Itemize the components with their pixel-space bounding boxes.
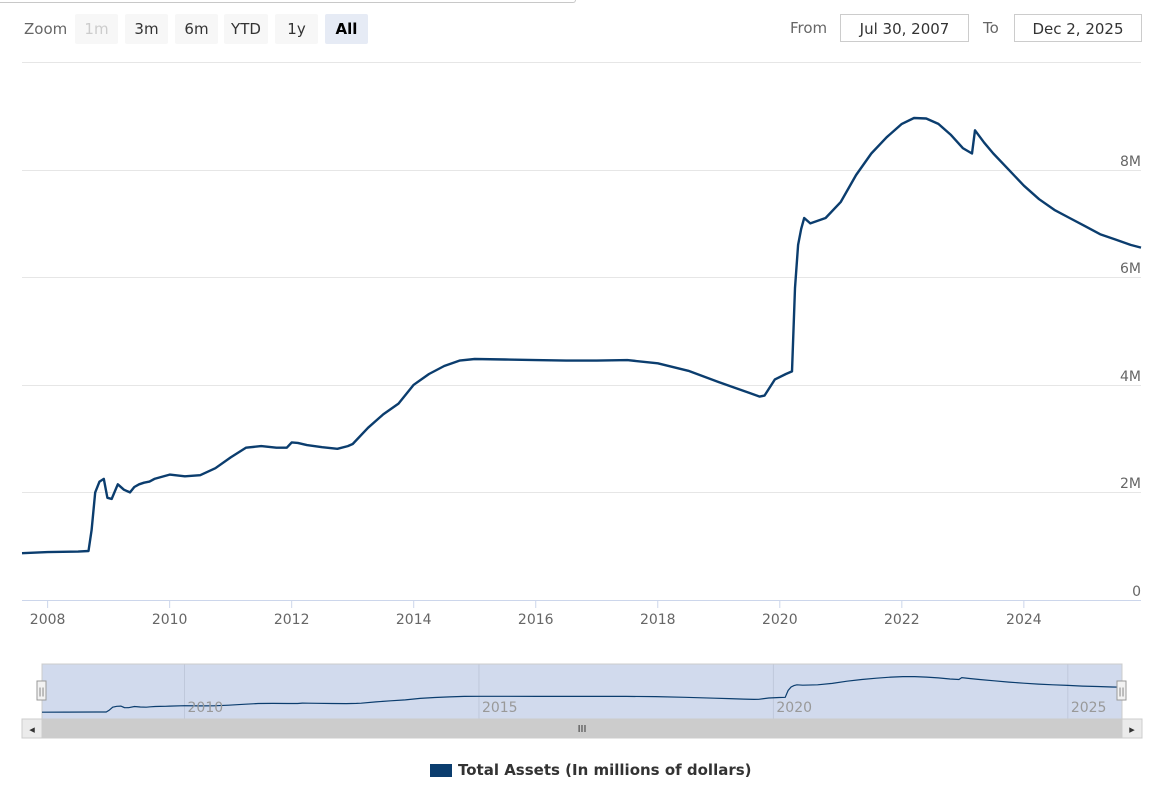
x-tick-label: 2016: [518, 612, 554, 628]
x-tick-label: 2020: [762, 612, 798, 628]
zoom-3m-button[interactable]: 3m: [125, 14, 168, 44]
x-tick-label: 2010: [152, 612, 188, 628]
navigator-grid: [184, 664, 1069, 719]
scroll-left-arrow-icon: ◂: [29, 723, 35, 736]
top-border: [0, 0, 576, 3]
from-label: From: [790, 19, 828, 37]
zoom-1y-button[interactable]: 1y: [275, 14, 318, 44]
left-handle-grip: ||: [38, 688, 44, 698]
scrollbar-right-button[interactable]: [1121, 718, 1143, 739]
y-axis-labels: 0 2M 4M 6M 8M: [1120, 154, 1141, 600]
legend-label: Total Assets (In millions of dollars): [458, 761, 752, 779]
navigator-axis-labels: 2010 2015 2020 2025: [188, 700, 1107, 716]
right-handle-grip: ||: [1118, 688, 1124, 698]
x-tick-label: 2012: [274, 612, 310, 628]
y-tick-label: 6M: [1120, 261, 1141, 277]
from-date-input[interactable]: Jul 30, 2007: [840, 14, 969, 42]
navigator-left-handle[interactable]: ||: [36, 680, 47, 701]
navigator-x-label: 2020: [776, 700, 812, 716]
scrollbar-grip-icon: III: [578, 724, 587, 735]
y-tick-label: 8M: [1120, 154, 1141, 170]
series-line-total-assets[interactable]: [21, 116, 1142, 555]
x-tick-label: 2008: [30, 612, 66, 628]
navigator-x-label: 2010: [188, 700, 224, 716]
grid-lines: [22, 62, 1141, 493]
navigator-x-label: 2015: [482, 700, 518, 716]
y-tick-label: 0: [1132, 584, 1141, 600]
navigator[interactable]: 2010 2015 2020 2025 || || ◂ III ▸: [0, 660, 1176, 742]
x-axis-labels: 2008 2010 2012 2014 2016 2018 2020 2022 2024: [30, 600, 1042, 628]
navigator-x-label: 2025: [1071, 700, 1107, 716]
scroll-right-arrow-icon: ▸: [1129, 723, 1135, 736]
zoom-all-button[interactable]: All: [325, 14, 368, 44]
legend-swatch: [430, 763, 452, 777]
to-date-input[interactable]: Dec 2, 2025: [1014, 14, 1142, 42]
navigator-background: [22, 664, 1142, 719]
scrollbar[interactable]: ◂ III ▸: [21, 718, 1143, 739]
zoom-label: Zoom: [24, 20, 68, 38]
x-tick-label: 2014: [396, 612, 432, 628]
zoom-1m-button[interactable]: 1m: [75, 14, 118, 44]
navigator-right-handle[interactable]: ||: [1116, 680, 1127, 701]
legend-item-total-assets[interactable]: Total Assets (In millions of dollars): [430, 760, 752, 780]
to-label: To: [983, 19, 999, 37]
zoom-ytd-button[interactable]: YTD: [224, 14, 268, 44]
navigator-selected-range[interactable]: [41, 663, 1123, 720]
zoom-6m-button[interactable]: 6m: [175, 14, 218, 44]
x-tick-label: 2022: [884, 612, 920, 628]
x-tick-label: 2018: [640, 612, 676, 628]
y-tick-label: 2M: [1120, 476, 1141, 492]
y-tick-label: 4M: [1120, 369, 1141, 385]
navigator-series-line: [41, 676, 1123, 713]
x-tick-label: 2024: [1006, 612, 1042, 628]
